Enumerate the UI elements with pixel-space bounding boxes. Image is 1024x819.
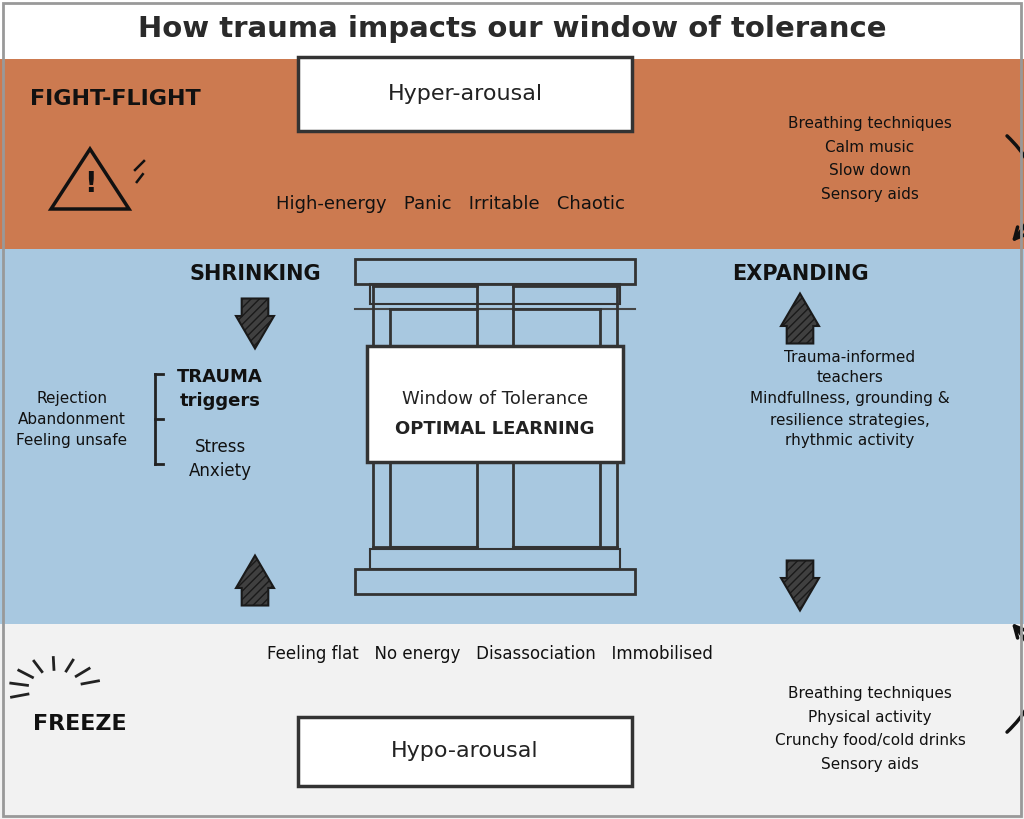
Text: Hyper-arousal: Hyper-arousal [387, 84, 543, 104]
Bar [355, 259, 635, 284]
FancyBboxPatch shape [367, 346, 623, 462]
FancyBboxPatch shape [298, 57, 632, 131]
Text: Trauma-informed
teachers
Mindfullness, grounding &
resilience strategies,
rhythm: Trauma-informed teachers Mindfullness, g… [751, 350, 950, 449]
Polygon shape [236, 298, 274, 349]
Text: High-energy   Panic   Irritable   Chaotic: High-energy Panic Irritable Chaotic [275, 195, 625, 213]
Text: FREEZE: FREEZE [33, 714, 127, 734]
Text: Rejection
Abandonment
Feeling unsafe: Rejection Abandonment Feeling unsafe [16, 391, 128, 447]
Bar [355, 569, 635, 594]
Text: Feeling flat   No energy   Disassociation   Immobilised: Feeling flat No energy Disassociation Im… [267, 645, 713, 663]
Text: Hypo-arousal: Hypo-arousal [391, 741, 539, 761]
Polygon shape [236, 555, 274, 605]
Text: TRAUMA
triggers: TRAUMA triggers [177, 369, 263, 410]
Text: Breathing techniques
Physical activity
Crunchy food/cold drinks
Sensory aids: Breathing techniques Physical activity C… [774, 686, 966, 771]
Bar [0, 249, 1024, 624]
Bar [0, 0, 1024, 59]
Text: Stress
Anxiety: Stress Anxiety [188, 437, 252, 481]
Text: EXPANDING: EXPANDING [732, 264, 868, 284]
Bar [370, 284, 620, 304]
Polygon shape [781, 293, 819, 343]
Bar [0, 624, 1024, 819]
Text: How trauma impacts our window of tolerance: How trauma impacts our window of toleran… [138, 15, 886, 43]
Text: FIGHT-FLIGHT: FIGHT-FLIGHT [30, 89, 201, 109]
FancyBboxPatch shape [298, 717, 632, 786]
Bar [370, 549, 620, 569]
Text: !: ! [84, 170, 96, 198]
Text: Window of Tolerance: Window of Tolerance [402, 390, 588, 408]
Text: OPTIMAL LEARNING: OPTIMAL LEARNING [395, 420, 595, 438]
Polygon shape [781, 560, 819, 610]
Bar [0, 59, 1024, 249]
Text: SHRINKING: SHRINKING [189, 264, 321, 284]
Text: Breathing techniques
Calm music
Slow down
Sensory aids: Breathing techniques Calm music Slow dow… [788, 116, 952, 201]
